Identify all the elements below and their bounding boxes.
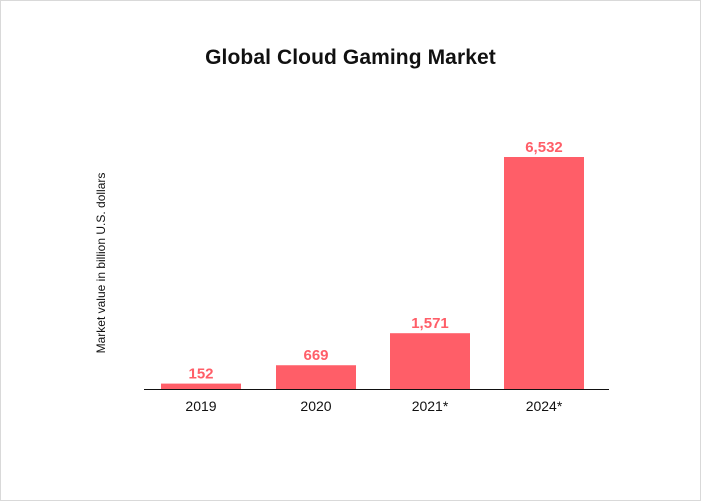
x-tick-label-2020: 2020 (300, 398, 331, 414)
bar-2021 (390, 333, 470, 389)
x-tick-label-2019: 2019 (185, 398, 216, 414)
x-tick-label-2021: 2021* (412, 398, 449, 414)
x-tick-label-2024: 2024* (526, 398, 563, 414)
bar-2024 (504, 157, 584, 389)
data-label-2021: 1,571 (411, 315, 449, 332)
bar-2020 (276, 365, 356, 389)
data-label-2024: 6,532 (525, 139, 563, 156)
data-label-2020: 669 (303, 347, 328, 364)
data-label-2019: 152 (188, 366, 213, 383)
bar-2019 (161, 383, 241, 389)
chart-title: Global Cloud Gaming Market (205, 46, 496, 69)
